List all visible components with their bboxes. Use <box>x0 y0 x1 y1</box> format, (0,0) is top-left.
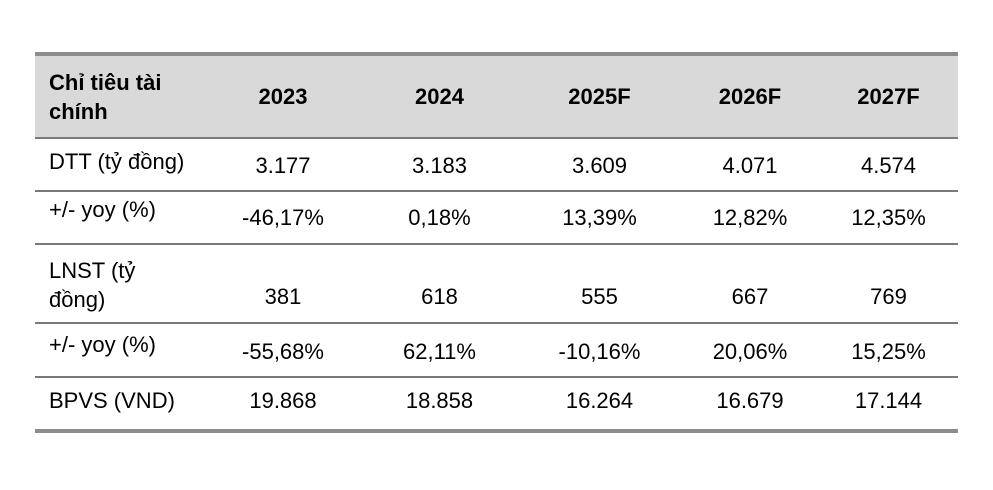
table-cell: 62,11% <box>361 324 518 376</box>
financial-indicators-table: Chỉ tiêu tài chính 2023 2024 2025F 2026F… <box>35 52 958 433</box>
table-cell: 19.868 <box>205 378 361 429</box>
table-cell: 20,06% <box>681 324 819 376</box>
table-cell: 13,39% <box>518 192 681 243</box>
table-cell: 555 <box>518 245 681 322</box>
row-label-line2: đồng) <box>49 286 106 312</box>
cell-value: 4.574 <box>860 153 917 178</box>
row-label-text: BPVS (VND) <box>49 388 175 413</box>
table-cell: 12,35% <box>819 192 958 243</box>
cell-value: 769 <box>870 284 907 309</box>
row-label-text: +/- yoy (%) <box>49 197 156 222</box>
table-cell: 0,18% <box>361 192 518 243</box>
header-2023: 2023 <box>258 84 308 109</box>
cell-value: 62,11% <box>403 338 476 364</box>
row-label-text: DTT (tỷ đồng) <box>49 149 185 174</box>
row-label: DTT (tỷ đồng) <box>35 139 205 190</box>
cell-value: -55,68% <box>242 338 324 364</box>
table-cell: -10,16% <box>518 324 681 376</box>
row-label-text: +/- yoy (%) <box>49 331 156 357</box>
cell-value: 555 <box>581 284 618 309</box>
header-label-line2: chính <box>49 98 108 124</box>
header-label-line1: Chỉ tiêu tài <box>49 69 162 95</box>
cell-value: 20,06% <box>712 338 788 364</box>
table-row-lnst-yoy: +/- yoy (%) -55,68% 62,11% -10,16% 20,06… <box>35 322 958 376</box>
table-row-bpvs: BPVS (VND) 19.868 18.858 16.264 16.679 1… <box>35 376 958 429</box>
cell-value: 0,18% <box>408 205 471 230</box>
cell-value: 19.868 <box>249 388 317 413</box>
cell-value: -46,17% <box>242 205 324 230</box>
table-row-dtt: DTT (tỷ đồng) 3.177 3.183 3.609 4.071 4.… <box>35 137 958 190</box>
cell-value: 13,39% <box>562 205 637 230</box>
cell-value: 16.264 <box>565 388 634 413</box>
cell-value: 12,82% <box>712 205 788 230</box>
table-cell: 381 <box>205 245 361 322</box>
table-cell: 3.183 <box>361 139 518 190</box>
header-2025f: 2025F <box>568 84 631 109</box>
table-cell: 3.177 <box>205 139 361 190</box>
row-label: LNST (tỷ đồng) <box>35 245 205 322</box>
table-cell: -55,68% <box>205 324 361 376</box>
table-header-row: Chỉ tiêu tài chính 2023 2024 2025F 2026F… <box>35 56 958 137</box>
cell-value: 12,35% <box>851 205 926 230</box>
table-cell: 667 <box>681 245 819 322</box>
header-2024: 2024 <box>415 84 464 109</box>
header-2026f: 2026F <box>718 84 782 109</box>
cell-value: 3.177 <box>255 153 311 178</box>
table-cell: 618 <box>361 245 518 322</box>
cell-value: 3.183 <box>411 153 468 178</box>
cell-value: -10,16% <box>558 338 641 364</box>
header-2027f: 2027F <box>857 84 920 109</box>
table-cell: 17.144 <box>819 378 958 429</box>
cell-value: 16.679 <box>716 388 784 413</box>
row-label-line1: LNST (tỷ <box>49 257 136 283</box>
table-cell: 4.574 <box>819 139 958 190</box>
table-cell: 18.858 <box>361 378 518 429</box>
table-row-dtt-yoy: +/- yoy (%) -46,17% 0,18% 13,39% 12,82% … <box>35 190 958 243</box>
row-label: +/- yoy (%) <box>35 192 205 243</box>
cell-value: 3.609 <box>571 153 628 178</box>
row-label: +/- yoy (%) <box>35 324 205 376</box>
table-cell: 12,82% <box>681 192 819 243</box>
cell-value: 15,25% <box>851 338 926 364</box>
cell-value: 18.858 <box>405 388 474 413</box>
table-cell: 15,25% <box>819 324 958 376</box>
header-label-cell: Chỉ tiêu tài chính <box>35 56 205 137</box>
cell-value: 667 <box>731 284 769 309</box>
cell-value: 381 <box>264 284 302 309</box>
row-label: BPVS (VND) <box>35 378 205 429</box>
table-cell: 4.071 <box>681 139 819 190</box>
cell-value: 4.071 <box>722 153 778 178</box>
table-cell: 16.679 <box>681 378 819 429</box>
cell-value: 17.144 <box>854 388 923 413</box>
table-cell: -46,17% <box>205 192 361 243</box>
table-row-lnst: LNST (tỷ đồng) 381 618 555 667 769 <box>35 243 958 322</box>
table-cell: 769 <box>819 245 958 322</box>
table-cell: 16.264 <box>518 378 681 429</box>
cell-value: 618 <box>421 284 458 309</box>
table-cell: 3.609 <box>518 139 681 190</box>
